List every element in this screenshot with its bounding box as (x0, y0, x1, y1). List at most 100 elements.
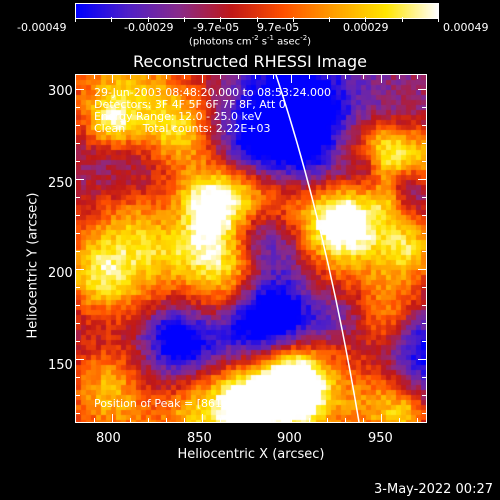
axis-tick (111, 414, 113, 422)
axis-tick (76, 287, 80, 289)
axis-tick (76, 89, 84, 91)
axis-tick (399, 75, 401, 79)
annotation-time-range: 29-Jun-2003 08:48:20.000 to 08:53:24.000 (94, 86, 332, 99)
axis-tick (422, 413, 426, 414)
axis-tick (76, 269, 84, 271)
axis-tick (422, 305, 426, 307)
axis-tick (76, 359, 84, 361)
axis-tick (219, 75, 221, 79)
axis-tick (291, 75, 293, 83)
x-tick-label: 950 (368, 431, 393, 446)
axis-tick (363, 418, 365, 422)
axis-tick (76, 305, 80, 307)
axis-tick (418, 359, 426, 361)
axis-tick (422, 215, 426, 217)
axis-tick (418, 179, 426, 181)
axis-tick (76, 251, 80, 253)
colorbar-tick (329, 17, 330, 22)
axis-tick (327, 75, 329, 79)
axis-tick (418, 269, 426, 271)
axis-tick (76, 341, 80, 343)
colorbar-ticks (75, 14, 439, 22)
colorbar-tick-label: -9.7e-05 (193, 21, 240, 34)
axis-tick (422, 233, 426, 235)
axis-tick (273, 75, 275, 79)
annotation-counts: Clean Total counts: 2.22E+03 (94, 122, 271, 135)
axis-tick (381, 75, 383, 83)
plot-title: Reconstructed RHESSI Image (133, 52, 367, 71)
colorbar-tick (184, 17, 185, 22)
axis-tick (129, 418, 131, 422)
axis-tick (165, 418, 167, 422)
axis-tick (76, 377, 80, 379)
axis-tick (363, 75, 365, 79)
axis-tick (76, 233, 80, 235)
axis-tick (76, 323, 80, 325)
axis-tick (417, 75, 419, 79)
timestamp: 3-May-2022 00:27 (374, 482, 493, 497)
x-axis-label: Heliocentric X (arcsec) (177, 447, 325, 462)
axis-tick (129, 75, 131, 79)
axis-tick (76, 395, 80, 397)
y-axis-label: Heliocentric Y (arcsec) (25, 192, 41, 339)
axis-tick (273, 418, 275, 422)
axis-tick (309, 418, 311, 422)
axis-tick (422, 197, 426, 199)
axis-tick (76, 125, 80, 127)
axis-tick (237, 418, 239, 422)
axis-tick (422, 161, 426, 163)
axis-tick (76, 143, 80, 145)
x-tick-label: 900 (277, 431, 302, 446)
annotation-detectors: Detectors: 3F 4F 5F 6F 7F 8F, Att 0 (94, 98, 286, 111)
image-plot: 29-Jun-2003 08:48:20.000 to 08:53:24.000… (75, 74, 427, 423)
x-tick-label: 850 (187, 431, 212, 446)
colorbar-tick-label: 0.00049 (443, 21, 489, 34)
axis-tick (237, 75, 239, 79)
axis-tick (417, 418, 419, 422)
axis-tick (76, 413, 80, 414)
colorbar-tick (438, 17, 439, 22)
axis-tick (255, 75, 257, 79)
axis-tick (422, 377, 426, 379)
colorbar-tick-label: -0.00049 (17, 21, 67, 34)
axis-tick (422, 107, 426, 109)
axis-tick (327, 418, 329, 422)
axis-tick (291, 414, 293, 422)
colorbar-tick (365, 17, 366, 22)
axis-tick (183, 418, 185, 422)
axis-tick (381, 414, 383, 422)
solar-limb-overlay (275, 75, 360, 422)
axis-tick (147, 418, 149, 422)
axis-tick (345, 418, 347, 422)
annotation-energy-range: Energy Range: 12.0 - 25.0 keV (94, 110, 262, 123)
axis-tick (93, 75, 95, 79)
axis-tick (399, 418, 401, 422)
colorbar-gradient (76, 4, 438, 18)
axis-tick (201, 414, 203, 422)
axis-tick (422, 395, 426, 397)
axis-tick (76, 179, 84, 181)
colorbar-tick-label: -0.00029 (124, 21, 174, 34)
axis-tick (93, 418, 95, 422)
colorbar-tick (111, 17, 112, 22)
colorbar-tick (402, 17, 403, 22)
y-tick-label: 200 (48, 266, 73, 281)
colorbar-tick-label: 0.00029 (343, 21, 389, 34)
axis-tick (219, 418, 221, 422)
solar-limb-line (275, 75, 360, 422)
axis-tick (111, 75, 113, 83)
axis-tick (418, 89, 426, 91)
colorbar-tick (293, 17, 294, 22)
axis-tick (76, 215, 80, 217)
axis-tick (76, 107, 80, 109)
y-tick-label: 250 (48, 176, 73, 191)
axis-tick (422, 287, 426, 289)
axis-tick (309, 75, 311, 79)
colorbar-tick (75, 17, 76, 22)
axis-tick (422, 125, 426, 127)
colorbar-tick-label: 9.7e-05 (257, 21, 300, 34)
annotation-peak-position: Position of Peak = [861,190] (94, 397, 251, 410)
axis-tick (345, 75, 347, 79)
colorbar-tick (257, 17, 258, 22)
axis-tick (165, 75, 167, 79)
